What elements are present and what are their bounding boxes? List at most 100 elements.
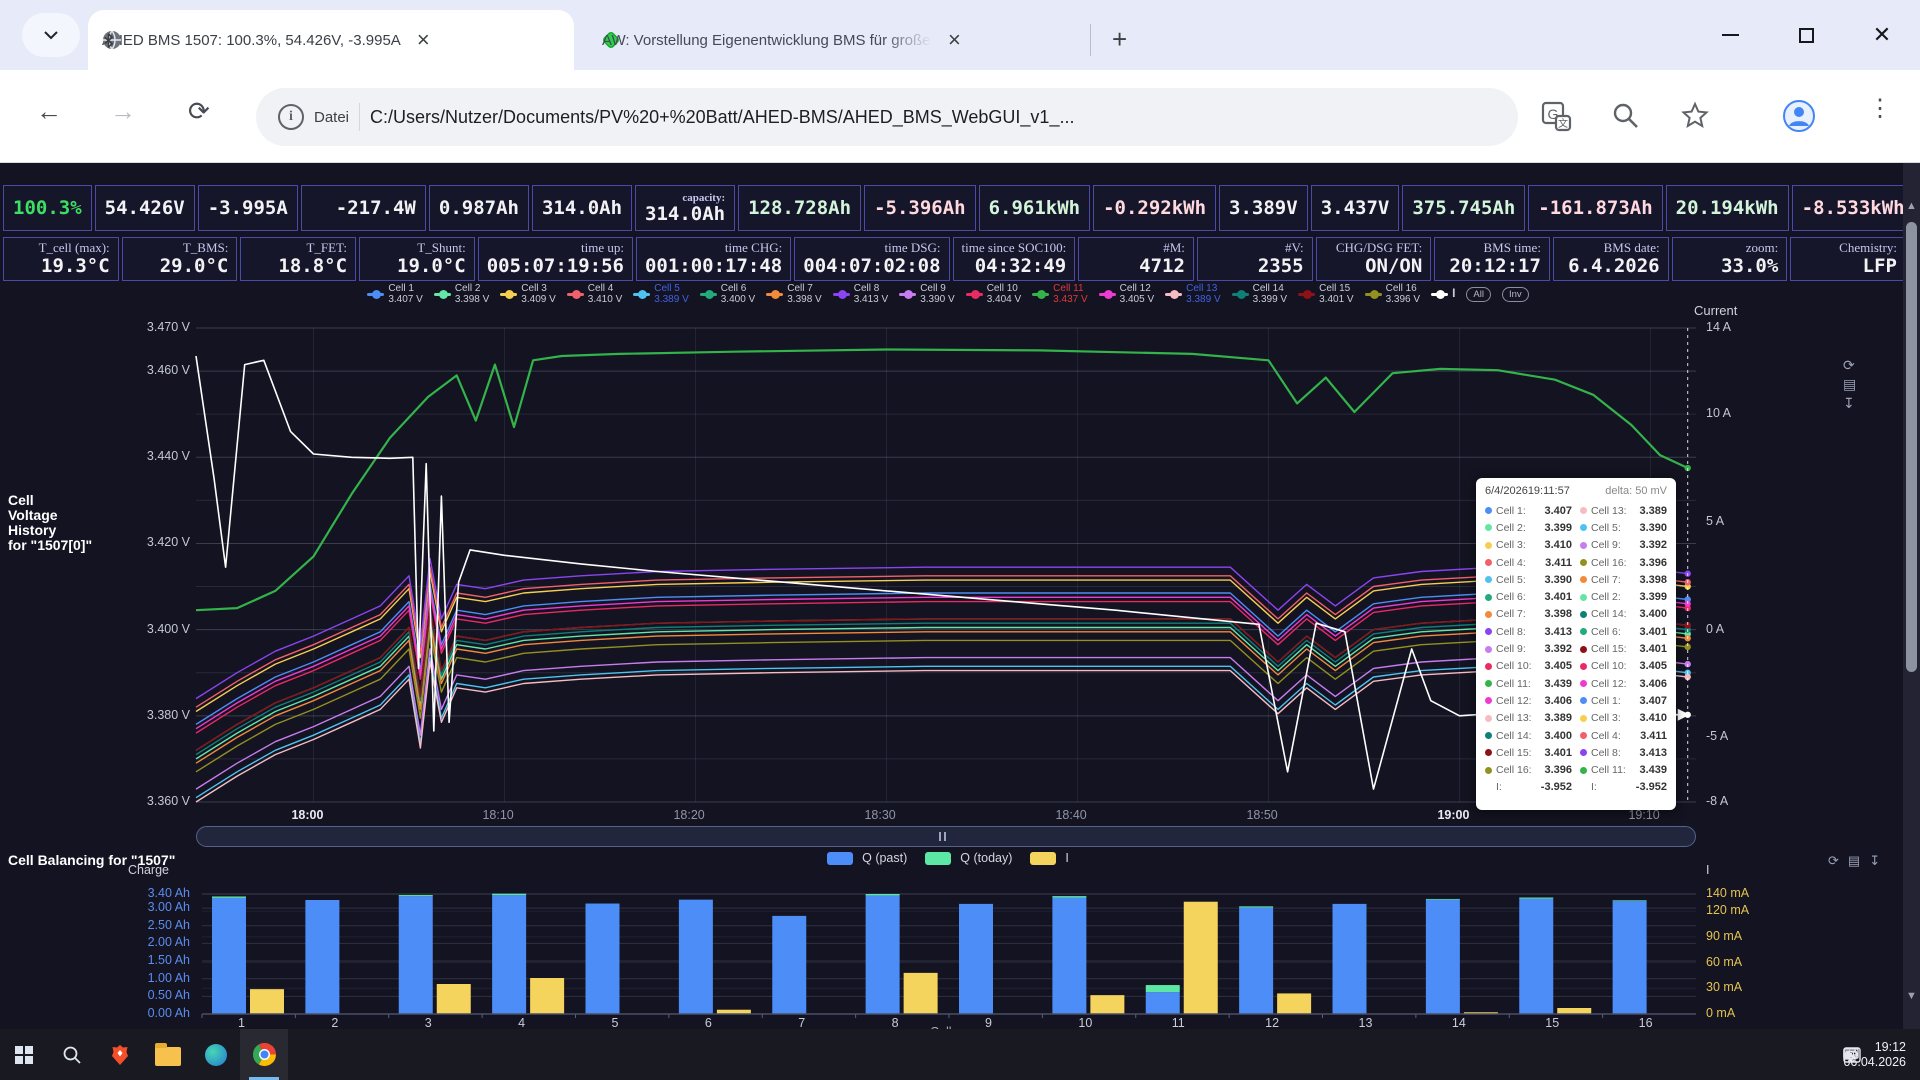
tab-close-icon[interactable]: × <box>411 27 436 53</box>
legend-item-cell-5[interactable]: Cell 53.389 V <box>633 283 688 305</box>
legend-all-button[interactable]: All <box>1466 287 1491 302</box>
tab-search-button[interactable] <box>22 13 80 57</box>
tab-email[interactable]: AW: Vorstellung Eigenentwicklung BMS für… <box>588 10 1078 70</box>
balancing-legend-item[interactable]: Q (past) <box>827 851 907 865</box>
taskbar-search-button[interactable] <box>48 1029 96 1080</box>
chart-data-icon[interactable]: ▤ <box>1843 377 1856 391</box>
axis-tick-label: 19:00 <box>1437 808 1469 822</box>
bar-group-cell-13[interactable] <box>1333 904 1367 1014</box>
axis-tick-label: 19:10 <box>1628 808 1659 822</box>
bar-group-cell-16[interactable] <box>1613 900 1647 1014</box>
legend-item-cell-14[interactable]: Cell 143.399 V <box>1232 283 1287 305</box>
site-info-icon[interactable]: i <box>278 104 304 130</box>
status-bar-primary: 100.3%54.426V-3.995A-217.4W0.987Ah314.0A… <box>3 185 1920 231</box>
chart-data-icon[interactable]: ▤ <box>1848 853 1860 869</box>
back-button[interactable]: ← <box>36 96 62 127</box>
axis-tick-label: 3.470 V <box>118 320 190 334</box>
legend-item-cell-2[interactable]: Cell 23.398 V <box>434 283 489 305</box>
legend-item-cell-7[interactable]: Cell 73.398 V <box>766 283 821 305</box>
axis-tick-label: 3.400 V <box>118 622 190 636</box>
forward-button[interactable]: → <box>110 96 136 127</box>
cell-number-label: 13 <box>1359 1016 1381 1029</box>
chart-refresh-icon[interactable]: ⟳ <box>1843 358 1856 372</box>
bluetooth-icon <box>102 32 115 49</box>
bar-group-cell-2[interactable] <box>305 900 339 1014</box>
svg-text:文: 文 <box>1558 117 1568 130</box>
reload-button[interactable]: ⟳ <box>188 96 210 127</box>
series-dot-icon <box>1485 542 1492 549</box>
series-dot-icon <box>1580 715 1587 722</box>
legend-item-cell-4[interactable]: Cell 43.410 V <box>567 283 622 305</box>
legend-label: Cell 23.398 V <box>455 283 489 305</box>
bar-group-cell-9[interactable] <box>959 904 993 1014</box>
tooltip-row: Cell 14:3.400 <box>1485 727 1572 744</box>
axis-tick-label: -5 A <box>1706 729 1728 743</box>
window-maximize-button[interactable] <box>1768 0 1844 70</box>
series-dot-icon <box>1580 576 1587 583</box>
balancing-legend-item[interactable]: I <box>1030 851 1068 865</box>
axis-tick-label: 3.40 Ah <box>120 886 190 900</box>
chart-download-icon[interactable]: ↧ <box>1869 853 1880 869</box>
legend-item-cell-1[interactable]: Cell 13.407 V <box>367 283 422 305</box>
legend-item-cell-16[interactable]: Cell 163.396 V <box>1365 283 1420 305</box>
chart-download-icon[interactable]: ↧ <box>1843 396 1856 410</box>
new-tab-button[interactable]: + <box>1112 26 1127 52</box>
series-dot-icon <box>1580 524 1587 531</box>
slider-handle[interactable] <box>939 832 941 841</box>
legend-inv-button[interactable]: Inv <box>1502 287 1529 302</box>
cell-balancing-chart[interactable] <box>202 876 1696 1018</box>
legend-item-cell-3[interactable]: Cell 33.409 V <box>500 283 555 305</box>
browser-menu-icon[interactable]: ⋮ <box>1868 94 1892 123</box>
bar-group-cell-7[interactable] <box>772 916 806 1014</box>
cell-voltage-history-chart[interactable] <box>196 318 1696 812</box>
tab-close-icon[interactable]: × <box>942 27 967 53</box>
legend-item-i[interactable]: I <box>1431 288 1455 300</box>
zoom-lens-icon[interactable] <box>1612 102 1640 130</box>
taskbar-explorer-button[interactable] <box>144 1029 192 1080</box>
window-minimize-button[interactable] <box>1692 0 1768 70</box>
legend-item-cell-15[interactable]: Cell 153.401 V <box>1298 283 1353 305</box>
legend-item-cell-10[interactable]: Cell 103.404 V <box>966 283 1021 305</box>
taskbar-chrome-button[interactable] <box>240 1029 288 1080</box>
tooltip-col-sorted: Cell 13:3.389Cell 5:3.390Cell 9:3.392Cel… <box>1580 502 1667 796</box>
scrollbar-thumb[interactable] <box>1906 222 1917 672</box>
bar-group-cell-11[interactable] <box>1146 902 1218 1014</box>
notification-center-icon[interactable] <box>1843 1047 1861 1063</box>
url-text[interactable]: C:/Users/Nutzer/Documents/PV%20+%20Batt/… <box>370 107 1074 128</box>
chart-range-slider[interactable] <box>196 826 1696 847</box>
taskbar-brave-button[interactable] <box>96 1029 144 1080</box>
taskbar-edge-button[interactable] <box>192 1029 240 1080</box>
scroll-down-icon[interactable]: ▼ <box>1903 981 1920 1011</box>
cell-number-label: 12 <box>1265 1016 1287 1029</box>
chart-refresh-icon[interactable]: ⟳ <box>1828 853 1839 869</box>
profile-avatar-icon[interactable] <box>1782 99 1816 133</box>
series-dot-icon <box>1485 767 1492 774</box>
cell-number-label: 4 <box>518 1016 540 1029</box>
tab-bms-webgui[interactable]: AHED BMS 1507: 100.3%, 54.426V, -3.995A … <box>88 10 574 70</box>
legend-item-cell-11[interactable]: Cell 113.437 V <box>1032 283 1087 305</box>
legend-item-cell-13[interactable]: Cell 133.389 V <box>1165 283 1220 305</box>
scroll-up-icon[interactable]: ▲ <box>1903 191 1920 221</box>
series-dot-icon <box>1580 628 1587 635</box>
bookmark-star-icon[interactable] <box>1680 101 1710 131</box>
legend-item-cell-8[interactable]: Cell 83.413 V <box>833 283 888 305</box>
status-cell: 314.0Ah <box>532 185 632 231</box>
legend-item-cell-6[interactable]: Cell 63.400 V <box>700 283 755 305</box>
series-dot-icon <box>1485 646 1492 653</box>
bms-webgui-page: 100.3%54.426V-3.995A-217.4W0.987Ah314.0A… <box>0 163 1920 1029</box>
bar-group-cell-5[interactable] <box>586 904 620 1014</box>
start-button[interactable] <box>0 1029 48 1080</box>
bar-group-cell-12[interactable] <box>1239 906 1311 1014</box>
tooltip-row: Cell 1:3.407 <box>1485 502 1572 519</box>
series-dot-icon <box>1580 507 1587 514</box>
status-cell: -217.4W <box>301 185 426 231</box>
address-bar[interactable]: i Datei C:/Users/Nutzer/Documents/PV%20+… <box>256 88 1518 146</box>
window-close-button[interactable]: ✕ <box>1844 0 1920 70</box>
legend-item-cell-9[interactable]: Cell 93.390 V <box>899 283 954 305</box>
page-scrollbar[interactable]: ▲ ▼ <box>1903 163 1920 1029</box>
balancing-legend-item[interactable]: Q (today) <box>925 851 1012 865</box>
legend-item-cell-12[interactable]: Cell 123.405 V <box>1099 283 1154 305</box>
translate-icon[interactable]: G 文 <box>1540 100 1572 132</box>
legend-label: Cell 13.407 V <box>388 283 422 305</box>
brave-icon <box>109 1044 131 1066</box>
